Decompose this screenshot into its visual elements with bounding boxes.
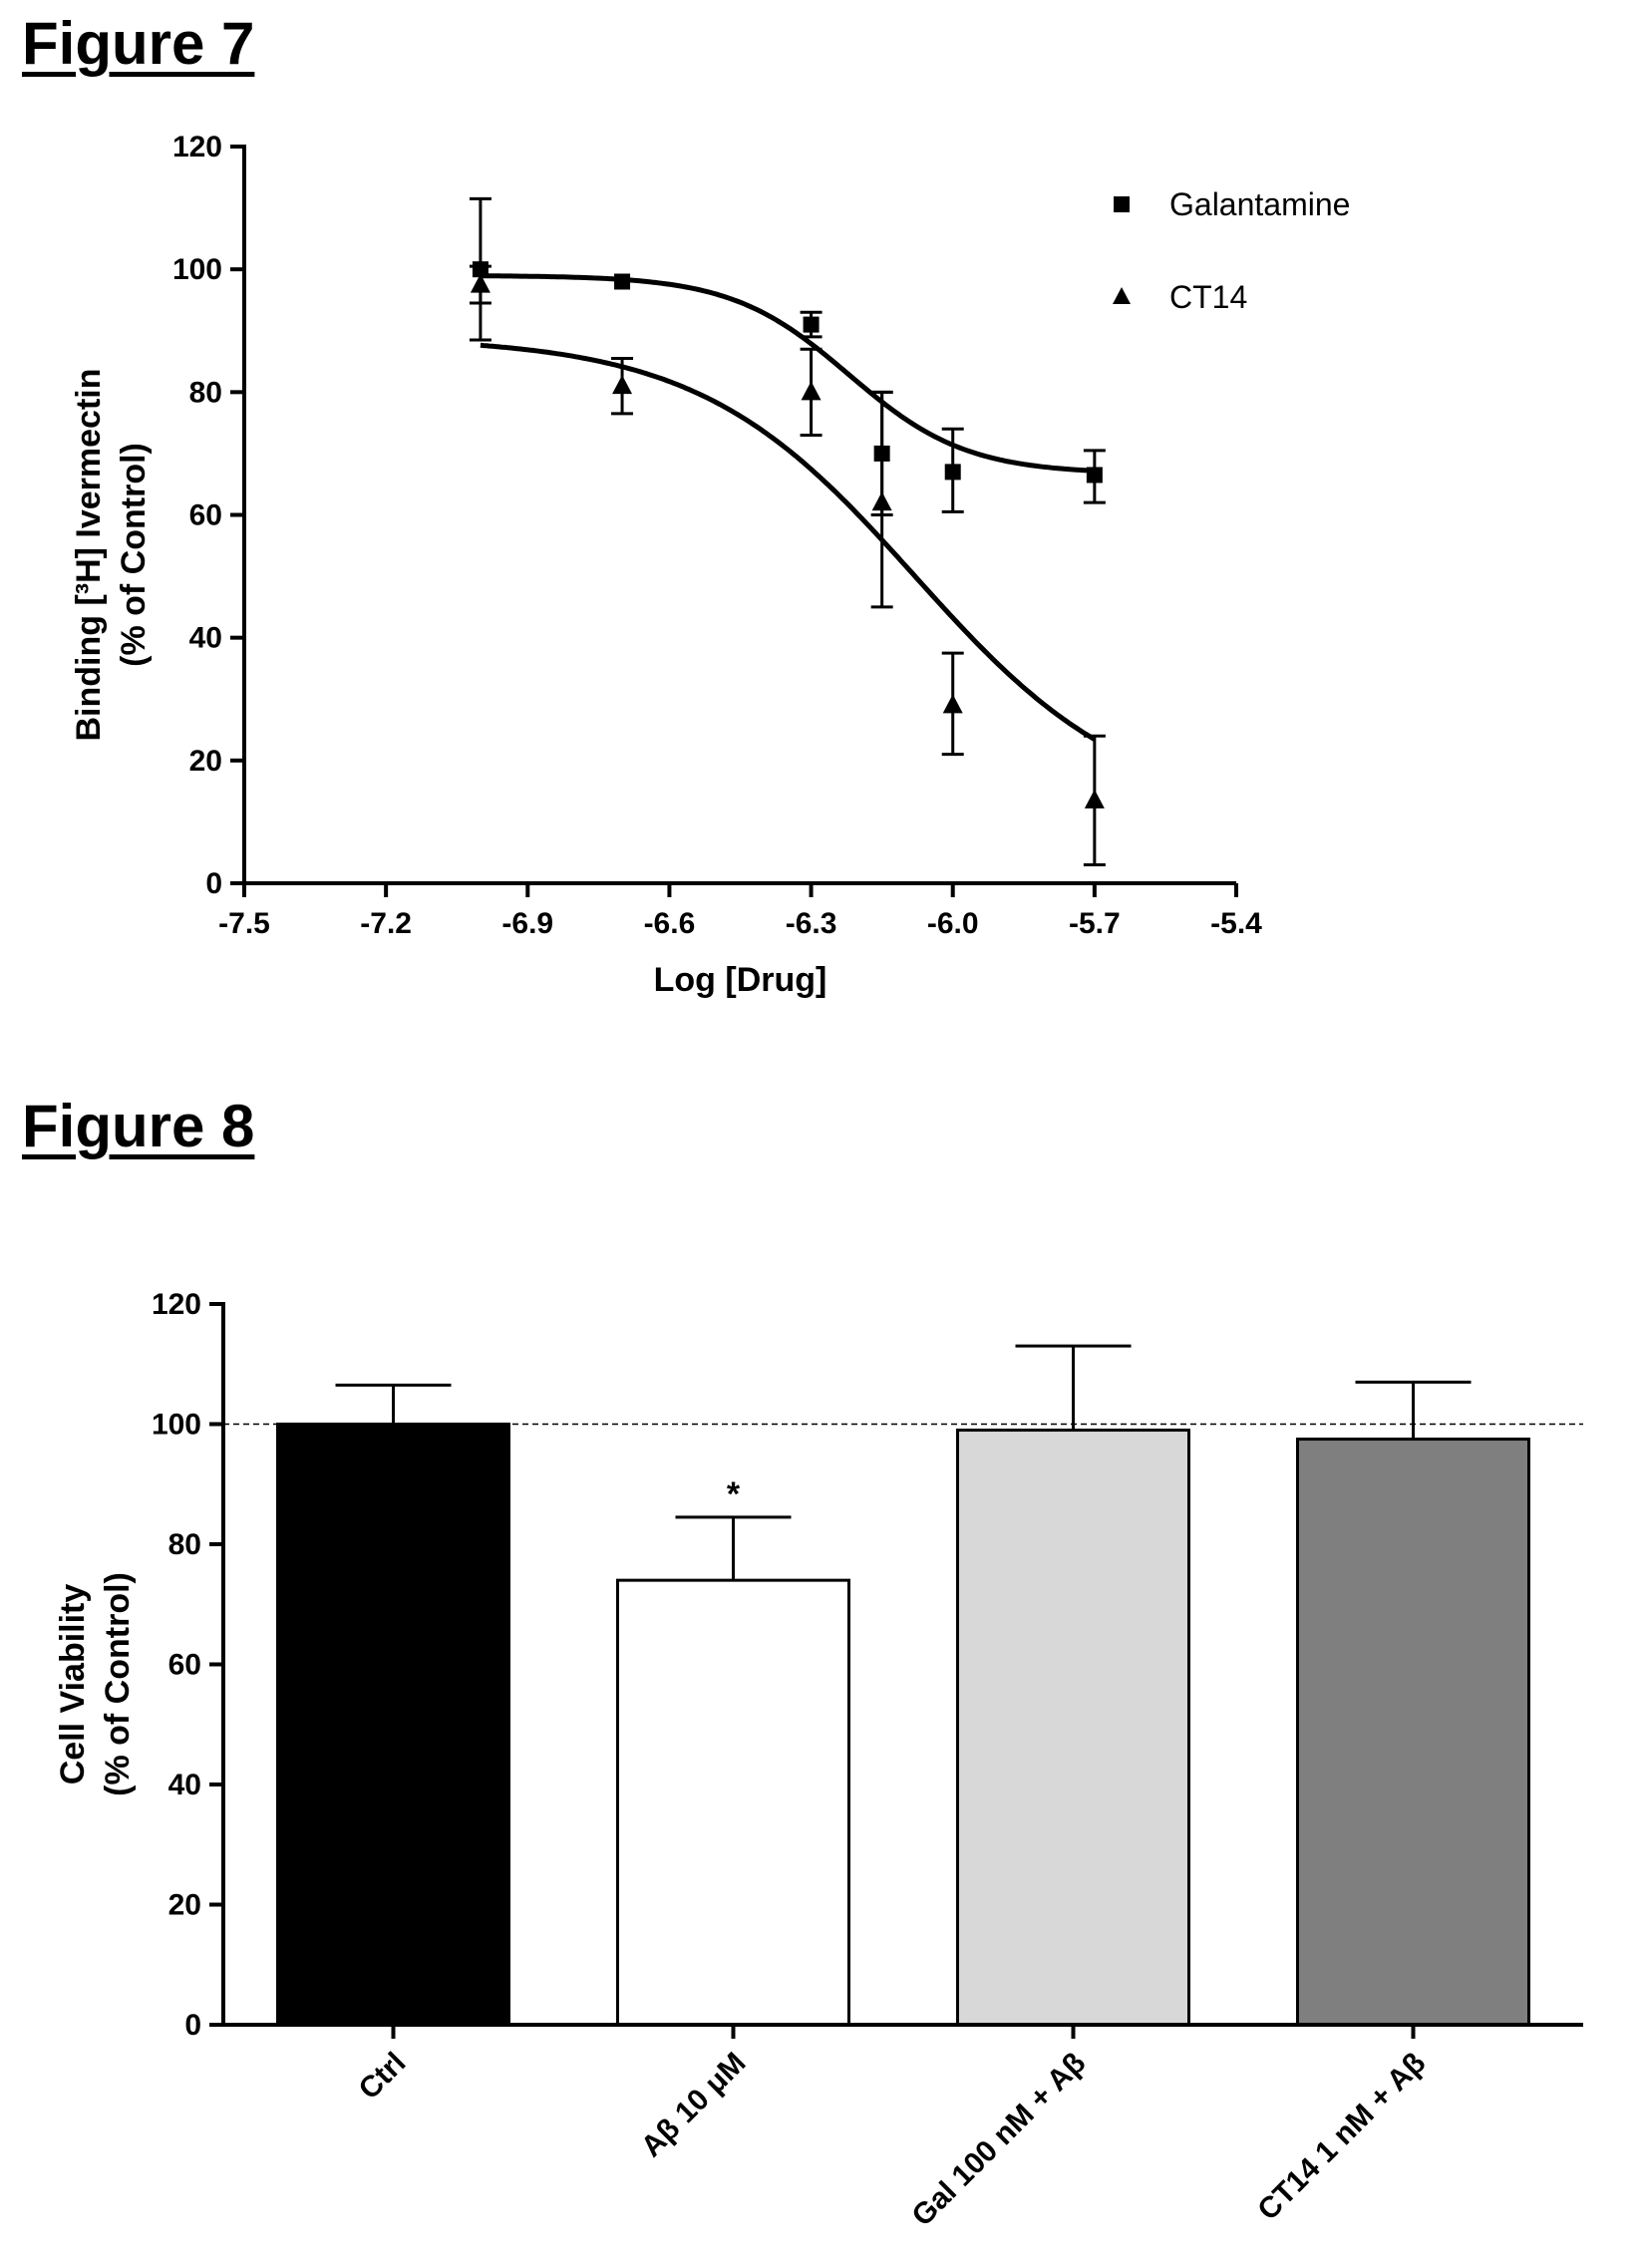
y-tick-label: 60 — [168, 1649, 201, 1682]
fit-curve-galantamine — [480, 273, 1096, 474]
y-tick-label: 100 — [152, 1409, 201, 1442]
y-tick-label: 80 — [168, 1528, 201, 1561]
x-tick-label: -7.2 — [360, 907, 412, 940]
data-point-galantamine — [873, 445, 890, 462]
bar-2 — [956, 1429, 1190, 2027]
data-point-galantamine — [472, 261, 489, 278]
y-tick-label: 40 — [168, 1769, 201, 1801]
bar-3 — [1296, 1438, 1530, 2027]
x-tick-label: -6.9 — [501, 907, 553, 940]
y-tick-label: 0 — [184, 2009, 201, 2042]
figure-7-title: Figure 7 — [22, 10, 255, 77]
y-tick-label: 20 — [168, 1889, 201, 1922]
x-category-label: Gal 100 nM + Aβ — [905, 2047, 1092, 2233]
data-point-ct14 — [801, 381, 822, 401]
x-category-label: Ctrl — [353, 2047, 413, 2106]
data-point-galantamine — [944, 464, 961, 481]
x-tick-label: -7.5 — [218, 907, 270, 940]
data-point-ct14 — [612, 375, 633, 395]
x-tick-label: -6.0 — [927, 907, 979, 940]
y-tick-label: 100 — [172, 253, 222, 286]
figure-7-chart: 0 20 40 60 80 100 120 -7.5 -7.2 -6.9 -6.6 -6.3 -6.0 -… — [70, 131, 1350, 999]
data-point-galantamine — [803, 316, 820, 333]
data-point-ct14 — [871, 491, 892, 511]
data-point-ct14 — [470, 273, 491, 293]
x-tick-label: -5.7 — [1069, 907, 1121, 940]
y-tick-label: 60 — [189, 499, 222, 532]
data-point-ct14 — [1084, 789, 1105, 809]
x-tick-label: -5.4 — [1210, 907, 1262, 940]
x-axis-label: Log [Drug] — [654, 961, 827, 999]
figure-8-title: Figure 8 — [22, 1093, 255, 1159]
data-point-galantamine — [1086, 467, 1103, 484]
data-point-galantamine — [614, 273, 631, 290]
y-tick-label: 120 — [152, 1288, 201, 1321]
significance-marker: * — [727, 1475, 741, 1513]
y-axis-label-line1: Cell Viability — [54, 1584, 92, 1785]
bar-0 — [276, 1423, 510, 2027]
y-tick-label: 120 — [172, 131, 222, 163]
y-axis-label-line2: (% of Control) — [115, 443, 153, 667]
y-tick-label: 40 — [189, 622, 222, 655]
legend-marker-ct14 — [1113, 287, 1131, 304]
bar-1 — [616, 1578, 850, 2027]
fit-curve-ct14 — [480, 342, 1097, 742]
y-tick-label: 20 — [189, 745, 222, 778]
x-tick-label: -6.6 — [644, 907, 696, 940]
data-point-ct14 — [942, 694, 963, 714]
y-axis-label-line1: Binding [³H] Ivermectin — [70, 368, 108, 741]
x-category-label: CT14 1 nM + Aβ — [1251, 2047, 1432, 2227]
x-category-label: Aβ 10 μM — [635, 2047, 753, 2164]
x-tick-label: -6.3 — [786, 907, 837, 940]
legend-marker-galantamine — [1114, 196, 1130, 212]
legend-label-galantamine: Galantamine — [1169, 186, 1350, 222]
y-tick-label: 80 — [189, 376, 222, 409]
y-axis-label-line2: (% of Control) — [99, 1572, 137, 1796]
legend-label-ct14: CT14 — [1169, 279, 1247, 315]
y-tick-label: 0 — [205, 867, 222, 900]
